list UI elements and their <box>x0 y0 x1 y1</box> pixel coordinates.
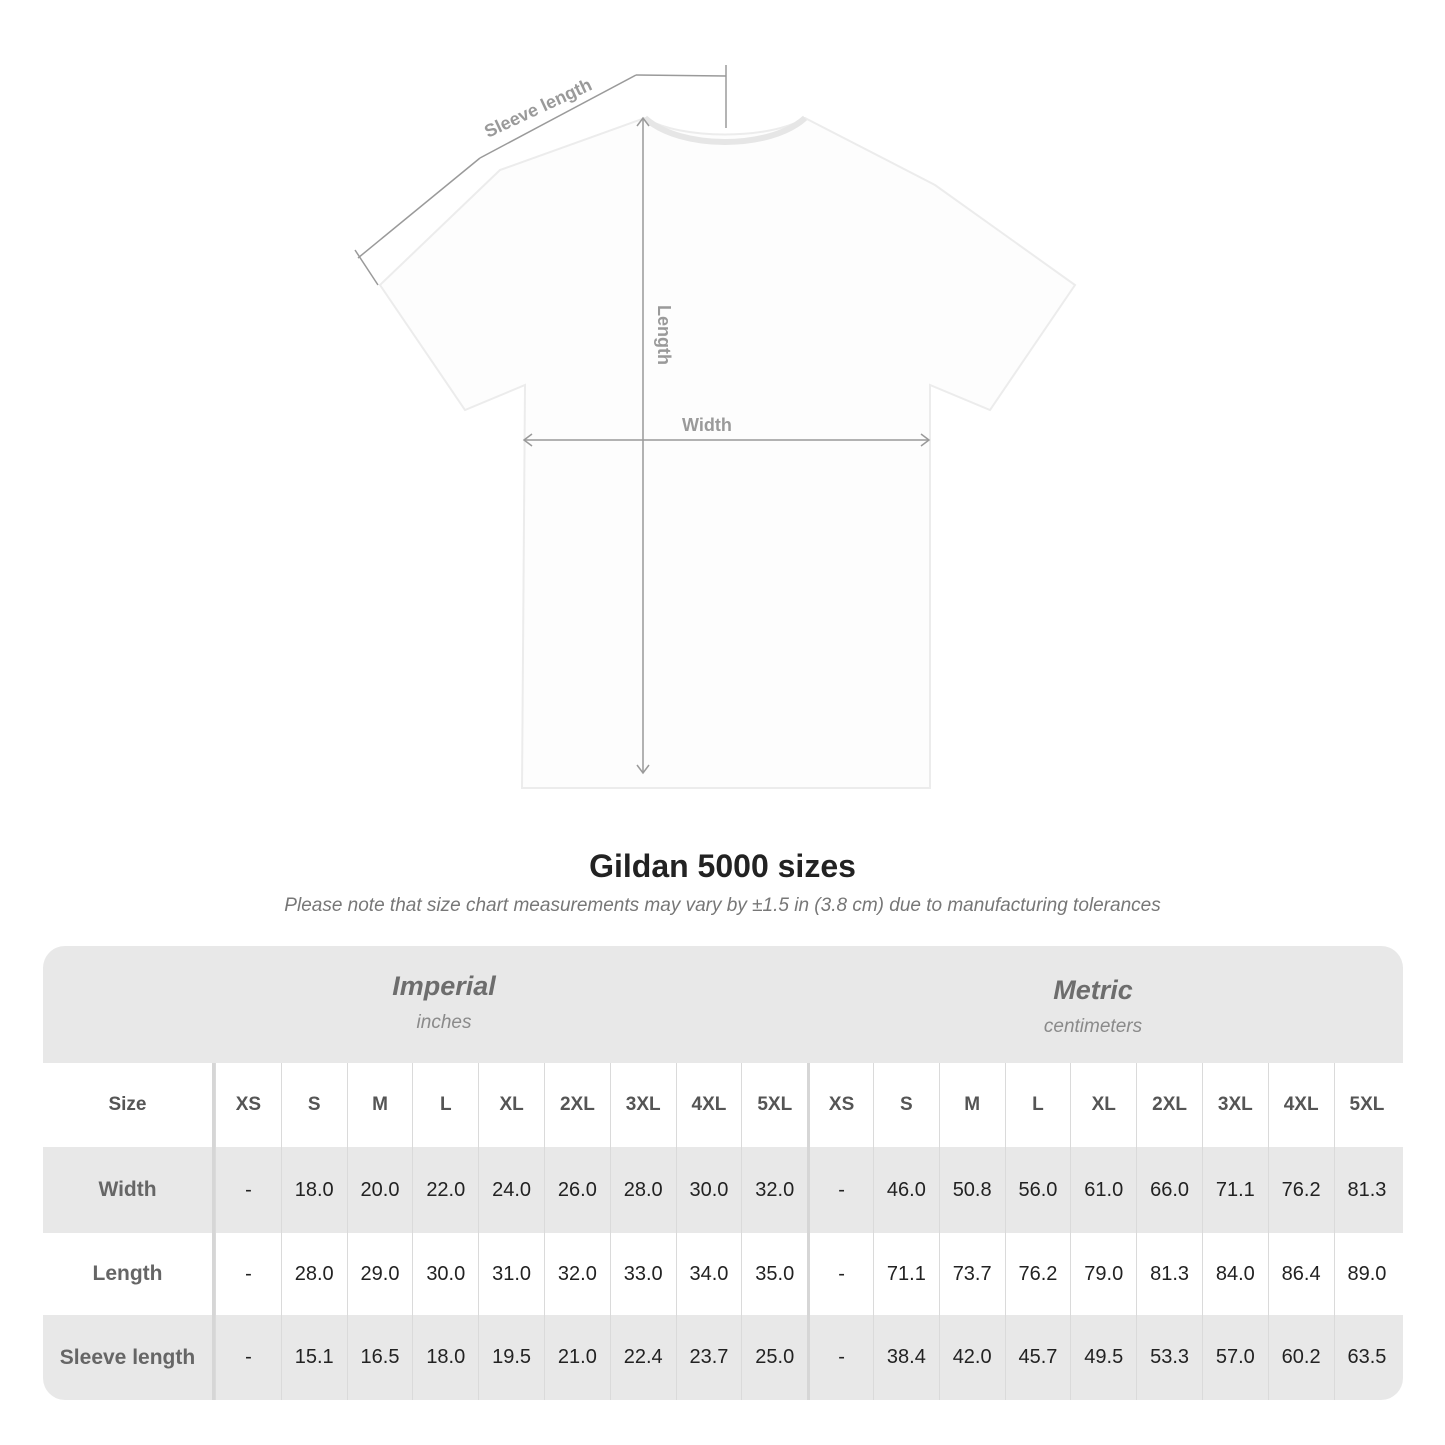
imperial-value-cell: 32.0 <box>741 1147 807 1233</box>
imperial-value-cell: 26.0 <box>543 1147 610 1233</box>
size-header-cell: XS <box>807 1063 873 1147</box>
size-header-cell: S <box>872 1063 939 1147</box>
imperial-value-cell: 29.0 <box>346 1233 413 1315</box>
metric-value-cell: 53.3 <box>1136 1315 1202 1400</box>
metric-value-cell: 60.2 <box>1267 1315 1334 1400</box>
metric-value-cell: 38.4 <box>872 1315 939 1400</box>
imperial-value-cell: 35.0 <box>741 1233 807 1315</box>
imperial-value-cell: - <box>215 1315 281 1400</box>
imperial-value-cell: - <box>215 1147 281 1233</box>
tolerance-note: Please note that size chart measurements… <box>284 895 1161 916</box>
collar <box>642 115 808 145</box>
row-label: Sleeve length <box>43 1315 215 1400</box>
metric-value-cell: 50.8 <box>938 1147 1005 1233</box>
imperial-unit: inches <box>416 1012 472 1033</box>
metric-value-cell: 79.0 <box>1070 1233 1136 1315</box>
size-header-cell: 3XL <box>1201 1063 1268 1147</box>
imperial-value-cell: 24.0 <box>478 1147 544 1233</box>
imperial-value-cell: 20.0 <box>346 1147 413 1233</box>
metric-value-cell: 63.5 <box>1333 1315 1400 1400</box>
imperial-value-cell: 28.0 <box>280 1233 347 1315</box>
width-label: Width <box>682 415 732 435</box>
metric-value-cell: 56.0 <box>1004 1147 1071 1233</box>
imperial-value-cell: 33.0 <box>609 1233 676 1315</box>
tshirt-diagram: Sleeve length Length Width <box>354 65 1077 789</box>
metric-value-cell: 84.0 <box>1201 1233 1268 1315</box>
imperial-value-cell: 23.7 <box>675 1315 742 1400</box>
size-header-cell: 4XL <box>1267 1063 1334 1147</box>
length-label: Length <box>654 305 674 365</box>
metric-value-cell: 57.0 <box>1201 1315 1268 1400</box>
imperial-value-cell: 22.4 <box>609 1315 676 1400</box>
imperial-title: Imperial <box>392 971 496 1001</box>
size-header-cell: 5XL <box>741 1063 807 1147</box>
metric-value-cell: 76.2 <box>1004 1233 1071 1315</box>
sleeve-measure-line <box>357 157 481 259</box>
metric-unit: centimeters <box>1043 1016 1143 1037</box>
size-header-cell: S <box>280 1063 347 1147</box>
metric-value-cell: 73.7 <box>938 1233 1005 1315</box>
size-header-cell: XS <box>215 1063 281 1147</box>
metric-header: Metric centimeters <box>793 975 1393 1038</box>
metric-value-cell: - <box>807 1233 873 1315</box>
row-label: Width <box>43 1147 215 1233</box>
metric-value-cell: 81.3 <box>1333 1147 1400 1233</box>
imperial-value-cell: - <box>215 1233 281 1315</box>
metric-title: Metric <box>1053 975 1133 1005</box>
metric-value-cell: 42.0 <box>938 1315 1005 1400</box>
size-header-cell: XL <box>1070 1063 1136 1147</box>
metric-value-cell: 66.0 <box>1136 1147 1202 1233</box>
metric-value-cell: 86.4 <box>1267 1233 1334 1315</box>
page-title: Gildan 5000 sizes <box>589 848 856 884</box>
size-header-cell: L <box>1004 1063 1071 1147</box>
size-header-cell: 3XL <box>609 1063 676 1147</box>
size-table: Imperial inches Metric centimeters Size X… <box>43 946 1403 1400</box>
metric-value-cell: 81.3 <box>1136 1233 1202 1315</box>
metric-value-cell: 71.1 <box>1201 1147 1268 1233</box>
size-header-cell: 2XL <box>543 1063 610 1147</box>
size-header-cell: L <box>412 1063 478 1147</box>
size-header-cell: 5XL <box>1333 1063 1400 1147</box>
imperial-value-cell: 31.0 <box>478 1233 544 1315</box>
imperial-value-cell: 32.0 <box>543 1233 610 1315</box>
imperial-value-cell: 30.0 <box>675 1147 742 1233</box>
row-band <box>43 1315 1403 1400</box>
metric-value-cell: 45.7 <box>1004 1315 1071 1400</box>
imperial-value-cell: 18.0 <box>280 1147 347 1233</box>
table-row: Sleeve length -15.1 16.5 18.0 19.5 21.0 22.4 23… <box>43 1315 1403 1400</box>
imperial-value-cell: 18.0 <box>412 1315 478 1400</box>
metric-value-cell: - <box>807 1315 873 1400</box>
imperial-value-cell: 19.5 <box>478 1315 544 1400</box>
metric-value-cell: 46.0 <box>872 1147 939 1233</box>
sleeve-label: Sleeve length <box>481 74 595 141</box>
table-row: Length -28.0 29.0 30.0 31.0 32.0 33.0 34.0 35.0-… <box>43 1233 1403 1315</box>
size-header-cell: M <box>938 1063 1005 1147</box>
metric-value-cell: 71.1 <box>872 1233 939 1315</box>
size-header-cell: 4XL <box>675 1063 742 1147</box>
size-header-cell: M <box>346 1063 413 1147</box>
imperial-value-cell: 34.0 <box>675 1233 742 1315</box>
size-header-row: Size XS S M L XL 2XL 3XL 4XL 5XL XS S M L XL 2XL 3XL 4XL 5… <box>43 1063 1403 1147</box>
row-label: Length <box>43 1233 215 1315</box>
metric-value-cell: 76.2 <box>1267 1147 1334 1233</box>
metric-value-cell: 49.5 <box>1070 1315 1136 1400</box>
imperial-value-cell: 30.0 <box>412 1233 478 1315</box>
metric-value-cell: - <box>807 1147 873 1233</box>
size-header-cell: 2XL <box>1136 1063 1202 1147</box>
unit-header-band <box>43 946 1403 1063</box>
row-label: Size <box>43 1063 215 1147</box>
imperial-value-cell: 22.0 <box>412 1147 478 1233</box>
imperial-value-cell: 25.0 <box>741 1315 807 1400</box>
metric-value-cell: 89.0 <box>1333 1233 1400 1315</box>
tshirt-shape <box>378 116 1077 789</box>
table-row: Width -18.0 20.0 22.0 24.0 26.0 28.0 30.0 32.0-4… <box>43 1147 1403 1233</box>
size-header-cell: XL <box>478 1063 544 1147</box>
metric-value-cell: 61.0 <box>1070 1147 1136 1233</box>
imperial-header: Imperial inches <box>144 971 744 1034</box>
imperial-value-cell: 15.1 <box>280 1315 347 1400</box>
imperial-value-cell: 28.0 <box>609 1147 676 1233</box>
imperial-value-cell: 16.5 <box>346 1315 413 1400</box>
imperial-value-cell: 21.0 <box>543 1315 610 1400</box>
row-band <box>43 1147 1403 1233</box>
